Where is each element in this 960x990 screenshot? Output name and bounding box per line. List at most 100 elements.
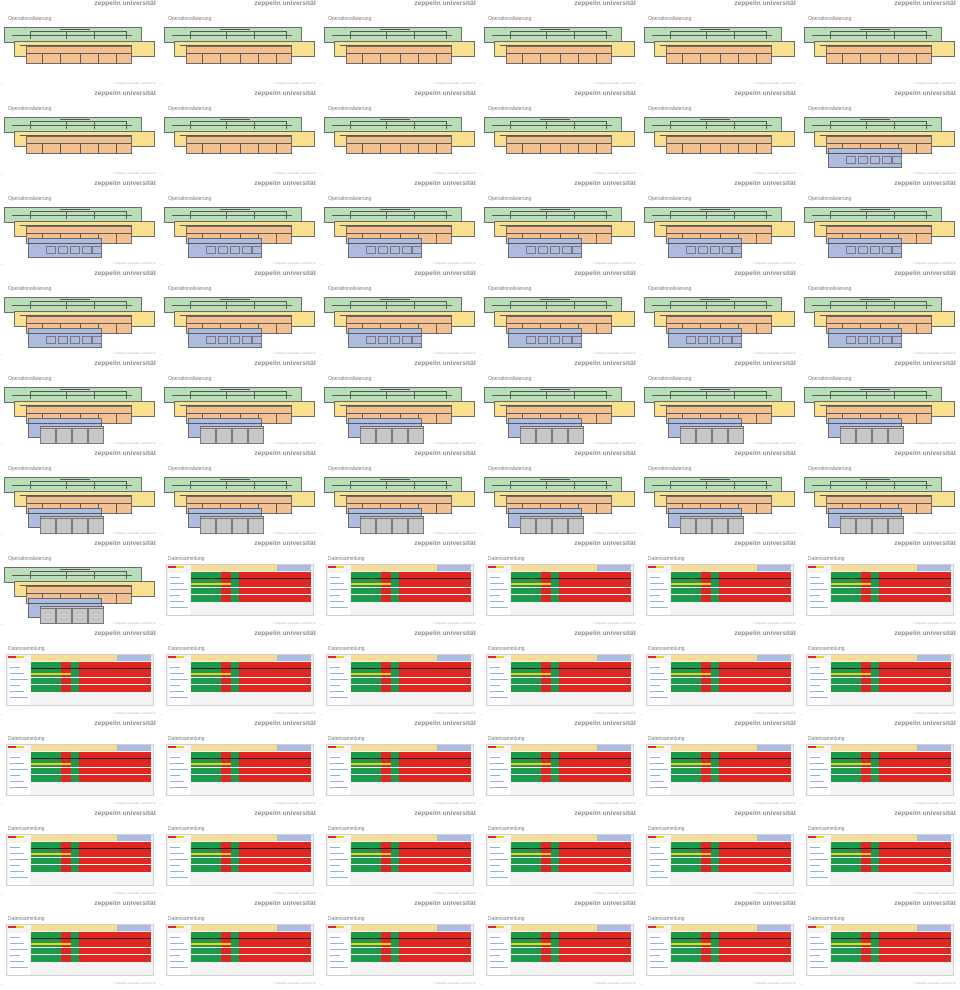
sidebar-line [170,685,180,686]
slide-thumbnail-operationalisierung[interactable]: zeppelin universität Operationalisierung ©… [480,0,640,90]
slide-thumbnail-operationalisierung[interactable]: zeppelin universität Operationalisierung ©… [0,540,160,630]
slide-thumbnail-datensammlung[interactable]: zeppelin universität Datensammlung © Zeppe… [480,630,640,720]
diagram-line [12,485,132,486]
data-sheet [806,564,954,616]
slide-footer: © Zeppelin Universität • Lehrstuhl für [113,262,156,265]
slide-thumbnail-operationalisierung[interactable]: zeppelin universität Operationalisierung ©… [0,0,160,90]
slide-thumbnail-datensammlung[interactable]: zeppelin universität Datensammlung © Zeppe… [0,810,160,900]
slide-thumbnail-operationalisierung[interactable]: zeppelin universität Operationalisierung ©… [480,450,640,540]
sheet-sidebar [648,573,670,615]
slide-thumbnail-datensammlung[interactable]: zeppelin universität Datensammlung © Zeppe… [640,720,800,810]
matrix-white-row [191,857,311,858]
slide-thumbnail-operationalisierung[interactable]: zeppelin universität Operationalisierung ©… [480,90,640,180]
diagram-line [186,413,292,414]
slide-thumbnail-datensammlung[interactable]: zeppelin universität Datensammlung © Zeppe… [320,810,480,900]
slide-thumbnail-operationalisierung[interactable]: zeppelin universität Operationalisierung ©… [640,270,800,360]
slide-thumbnail-operationalisierung[interactable]: zeppelin universität Operationalisierung ©… [480,270,640,360]
slide-footer: © Zeppelin Universität • Lehrstuhl für [913,172,956,175]
sheet-sidebar [8,663,30,705]
slide-thumbnail-operationalisierung[interactable]: zeppelin universität Operationalisierung ©… [0,360,160,450]
slide-thumbnail-datensammlung[interactable]: zeppelin universität Datensammlung © Zeppe… [160,630,320,720]
slide-thumbnail-datensammlung[interactable]: zeppelin universität Datensammlung © Zeppe… [320,540,480,630]
slide-thumbnail-operationalisierung[interactable]: zeppelin universität Operationalisierung ©… [320,360,480,450]
sidebar-line [810,691,824,692]
slide-title: Datensammlung [648,916,685,922]
slide-thumbnail-datensammlung[interactable]: zeppelin universität Datensammlung © Zeppe… [640,810,800,900]
slide-thumbnail-datensammlung[interactable]: zeppelin universität Datensammlung © Zeppe… [160,900,320,990]
slide-marker [641,714,642,715]
matrix-white-row [31,864,151,865]
sidebar-line [810,679,828,680]
slide-thumbnail-operationalisierung[interactable]: zeppelin universität Operationalisierung ©… [320,90,480,180]
slide-thumbnail-operationalisierung[interactable]: zeppelin universität Operationalisierung ©… [480,180,640,270]
slide-thumbnail-operationalisierung[interactable]: zeppelin universität Operationalisierung ©… [320,450,480,540]
slide-thumbnail-datensammlung[interactable]: zeppelin universität Datensammlung © Zeppe… [320,720,480,810]
slide-thumbnail-datensammlung[interactable]: zeppelin universität Datensammlung © Zeppe… [0,720,160,810]
slide-thumbnail-operationalisierung[interactable]: zeppelin universität Operationalisierung ©… [0,450,160,540]
diagram-cell [888,428,904,444]
slide-thumbnail-operationalisierung[interactable]: zeppelin universität Operationalisierung ©… [320,180,480,270]
slide-title: Datensammlung [8,826,45,832]
diagram-line [706,391,707,399]
slide-thumbnail-datensammlung[interactable]: zeppelin universität Datensammlung © Zeppe… [480,900,640,990]
slide-thumbnail-datensammlung[interactable]: zeppelin universität Datensammlung © Zeppe… [800,720,960,810]
slide-thumbnail-operationalisierung[interactable]: zeppelin universität Operationalisierung ©… [640,0,800,90]
sheet-header-blue [117,835,151,841]
slide-thumbnail-datensammlung[interactable]: zeppelin universität Datensammlung © Zeppe… [480,720,640,810]
sheet-header-blue [277,835,311,841]
slide-thumbnail-datensammlung[interactable]: zeppelin universität Datensammlung © Zeppe… [640,900,800,990]
diagram-line [492,35,612,36]
slide-thumbnail-operationalisierung[interactable]: zeppelin universität Operationalisierung ©… [320,0,480,90]
slide-thumbnail-operationalisierung[interactable]: zeppelin universität Operationalisierung ©… [0,90,160,180]
slide-thumbnail-operationalisierung[interactable]: zeppelin universität Operationalisierung ©… [800,0,960,90]
diagram-line [28,603,102,604]
slide-thumbnail-operationalisierung[interactable]: zeppelin universität Operationalisierung ©… [800,450,960,540]
diagram-line [332,305,452,306]
slide-thumbnail-datensammlung[interactable]: zeppelin universität Datensammlung © Zeppe… [800,630,960,720]
slide-thumbnail-operationalisierung[interactable]: zeppelin universität Operationalisierung ©… [640,450,800,540]
slide-thumbnail-datensammlung[interactable]: zeppelin universität Datensammlung © Zeppe… [160,540,320,630]
slide-thumbnail-operationalisierung[interactable]: zeppelin universität Operationalisierung ©… [320,270,480,360]
slide-thumbnail-datensammlung[interactable]: zeppelin universität Datensammlung © Zeppe… [160,720,320,810]
logo-text: zeppelin universität [894,630,956,637]
slide-thumbnail-operationalisierung[interactable]: zeppelin universität Operationalisierung ©… [160,90,320,180]
slide-thumbnail-operationalisierung[interactable]: zeppelin universität Operationalisierung ©… [480,360,640,450]
slide-thumbnail-datensammlung[interactable]: zeppelin universität Datensammlung © Zeppe… [800,900,960,990]
slide-thumbnail-datensammlung[interactable]: zeppelin universität Datensammlung © Zeppe… [320,630,480,720]
diagram-line [30,121,31,129]
diagram-line [60,209,90,210]
slide-thumbnail-datensammlung[interactable]: zeppelin universität Datensammlung © Zeppe… [800,810,960,900]
slide-thumbnail-datensammlung[interactable]: zeppelin universität Datensammlung © Zeppe… [160,810,320,900]
slide-title: Operationalisierung [648,466,692,472]
slide-thumbnail-datensammlung[interactable]: zeppelin universität Datensammlung © Zeppe… [480,540,640,630]
slide-thumbnail-operationalisierung[interactable]: zeppelin universität Operationalisierung ©… [800,180,960,270]
slide-thumbnail-datensammlung[interactable]: zeppelin universität Datensammlung © Zeppe… [480,810,640,900]
slide-thumbnail-datensammlung[interactable]: zeppelin universität Datensammlung © Zeppe… [640,630,800,720]
slide-thumbnail-operationalisierung[interactable]: zeppelin universität Operationalisierung ©… [160,450,320,540]
matrix-black-rule [511,848,631,849]
diagram-line [332,395,452,396]
slide-thumbnail-datensammlung[interactable]: zeppelin universität Datensammlung © Zeppe… [800,540,960,630]
diagram-line [652,305,772,306]
slide-thumbnail-datensammlung[interactable]: zeppelin universität Datensammlung © Zeppe… [0,630,160,720]
sidebar-line [650,757,660,758]
slide-thumbnail-operationalisierung[interactable]: zeppelin universität Operationalisierung ©… [160,270,320,360]
slide-thumbnail-operationalisierung[interactable]: zeppelin universität Operationalisierung ©… [0,180,160,270]
slide-thumbnail-operationalisierung[interactable]: zeppelin universität Operationalisierung ©… [160,180,320,270]
slide-thumbnail-operationalisierung[interactable]: zeppelin universität Operationalisierung ©… [0,270,160,360]
slide-thumbnail-operationalisierung[interactable]: zeppelin universität Operationalisierung ©… [640,90,800,180]
slide-thumbnail-operationalisierung[interactable]: zeppelin universität Operationalisierung ©… [800,360,960,450]
slide-thumbnail-datensammlung[interactable]: zeppelin universität Datensammlung © Zeppe… [320,900,480,990]
slide-thumbnail-operationalisierung[interactable]: zeppelin universität Operationalisierung ©… [800,90,960,180]
slide-thumbnail-datensammlung[interactable]: zeppelin universität Datensammlung © Zeppe… [0,900,160,990]
slide-thumbnail-operationalisierung[interactable]: zeppelin universität Operationalisierung ©… [640,180,800,270]
slide-thumbnail-operationalisierung[interactable]: zeppelin universität Operationalisierung ©… [160,360,320,450]
slide-thumbnail-operationalisierung[interactable]: zeppelin universität Operationalisierung ©… [800,270,960,360]
diagram-cell [200,518,216,534]
slide-thumbnail-datensammlung[interactable]: zeppelin universität Datensammlung © Zeppe… [640,540,800,630]
diagram-cell [858,156,868,164]
slide-thumbnail-operationalisierung[interactable]: zeppelin universität Operationalisierung ©… [160,0,320,90]
slide-thumbnail-operationalisierung[interactable]: zeppelin universität Operationalisierung ©… [640,360,800,450]
slide-title: Operationalisierung [808,106,852,112]
logo-text: zeppelin universität [574,360,636,367]
